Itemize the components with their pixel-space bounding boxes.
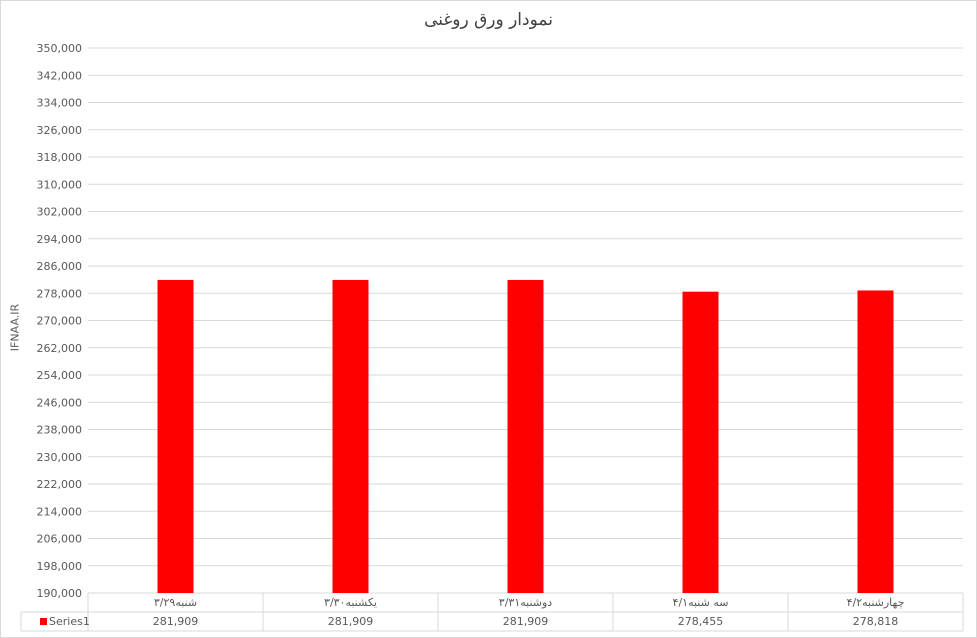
y-tick-label: 198,000 <box>37 560 83 573</box>
x-category-label: دوشنبه۳/۳۱ <box>498 596 553 609</box>
bar <box>507 279 544 593</box>
bar <box>682 291 719 593</box>
data-label: 281,909 <box>152 615 199 628</box>
y-tick-label: 254,000 <box>37 369 83 382</box>
legend-series-name: Series1 <box>49 615 90 628</box>
y-tick-label: 310,000 <box>37 178 83 191</box>
data-label: 278,455 <box>677 615 724 628</box>
y-tick-label: 238,000 <box>37 424 83 437</box>
y-tick-label: 270,000 <box>37 315 83 328</box>
x-category-label: شنبه۳/۲۹ <box>153 596 198 609</box>
data-label: 281,909 <box>502 615 549 628</box>
y-tick-label: 334,000 <box>37 97 83 110</box>
y-tick-label: 318,000 <box>37 151 83 164</box>
y-tick-label: 302,000 <box>37 206 83 219</box>
y-tick-label: 286,000 <box>37 260 83 273</box>
x-category-label: چهارشنبه۴/۲ <box>846 596 905 609</box>
y-tick-label: 190,000 <box>37 587 83 600</box>
data-label: 281,909 <box>327 615 374 628</box>
bar <box>157 279 194 593</box>
x-category-label: سه شنبه۴/۱ <box>672 596 729 609</box>
y-tick-label: 214,000 <box>37 505 83 518</box>
bar <box>857 290 894 593</box>
legend-key <box>40 618 47 625</box>
y-tick-label: 222,000 <box>37 478 83 491</box>
y-tick-label: 350,000 <box>37 42 83 55</box>
y-tick-label: 326,000 <box>37 124 83 137</box>
x-category-label: یکشنبه۳/۳۰ <box>324 596 377 609</box>
chart-title: نمودار ورق روغنی <box>424 10 553 30</box>
y-tick-label: 246,000 <box>37 396 83 409</box>
y-tick-label: 278,000 <box>37 287 83 300</box>
y-tick-label: 262,000 <box>37 342 83 355</box>
y-tick-label: 294,000 <box>37 233 83 246</box>
bar <box>332 279 369 593</box>
y-tick-label: 206,000 <box>37 533 83 546</box>
y-tick-label: 230,000 <box>37 451 83 464</box>
y-tick-label: 342,000 <box>37 69 83 82</box>
data-label: 278,818 <box>852 615 899 628</box>
